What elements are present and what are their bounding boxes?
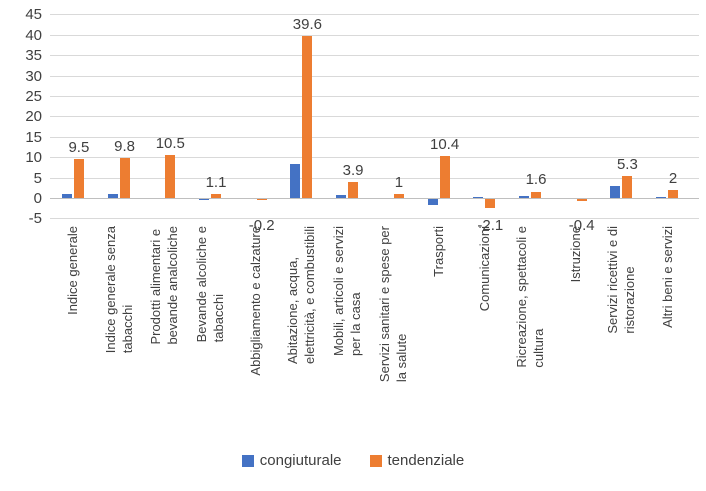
- category-cell-10: Ricreazione, spettacoli e cultura: [507, 226, 553, 454]
- data-label-12: 5.3: [616, 156, 638, 174]
- category-label: Bevande alcoliche e tabacchi: [193, 226, 226, 343]
- bar-tendenziale-2: [165, 155, 176, 198]
- category-cell-7: Servizi sanitari e spese per la salute: [370, 226, 416, 454]
- data-label-13: 2: [668, 169, 678, 187]
- x-axis-line: [50, 198, 699, 199]
- y-tick-label: 25: [25, 88, 42, 105]
- bar-congiuturale-10: [519, 196, 529, 198]
- category-cell-0: Indice generale: [50, 226, 96, 454]
- category-label: Abbigliamento e calzature: [248, 226, 264, 376]
- legend-label: congiuturale: [259, 452, 342, 469]
- legend-swatch-icon: [369, 454, 382, 467]
- y-tick-label: 20: [25, 108, 42, 126]
- bar-tendenziale-0: [73, 159, 84, 198]
- category-cell-2: Prodotti alimentari e bevande analcolich…: [141, 226, 187, 454]
- category-label: Comunicazioni: [476, 226, 492, 312]
- bar-tendenziale-8: [439, 155, 450, 198]
- bar-tendenziale-12: [622, 176, 633, 198]
- data-label-4: -0.2: [248, 217, 275, 234]
- y-tick-label: 5: [33, 169, 42, 187]
- bar-tendenziale-9: [485, 199, 496, 208]
- bar-congiuturale-8: [427, 199, 438, 206]
- bar-congiuturale-5: [290, 163, 301, 198]
- category-label: Istruzione: [568, 226, 584, 283]
- data-label-1: 9.8: [114, 138, 136, 156]
- category-cell-5: Abitazione, acqua, elettricità, e combus…: [279, 226, 325, 454]
- gridline: [50, 116, 699, 118]
- category-cell-13: Altri beni e servizi: [644, 226, 690, 454]
- category-cell-12: Servizi ricettivi e di ristorazione: [599, 226, 645, 454]
- category-label: Prodotti alimentari e bevande analcolich…: [148, 226, 181, 345]
- bar-tendenziale-13: [668, 189, 679, 198]
- gridline: [50, 136, 699, 138]
- bar-congiuturale-0: [61, 193, 72, 198]
- category-cell-1: Indice generale senza tabacchi: [96, 226, 142, 454]
- category-cell-11: Istruzione: [553, 226, 599, 454]
- gridline: [50, 157, 699, 159]
- gridline: [50, 218, 699, 220]
- gridline: [50, 177, 699, 179]
- y-tick-label: 35: [25, 47, 42, 65]
- bar-congiuturale-9: [473, 197, 484, 198]
- gridline: [50, 55, 699, 57]
- category-label: Abitazione, acqua, elettricità, e combus…: [285, 226, 318, 364]
- bar-congiuturale-12: [610, 186, 621, 198]
- category-cell-8: Trasporti: [416, 226, 462, 454]
- category-label: Ricreazione, spettacoli e cultura: [513, 226, 546, 368]
- category-cell-9: Comunicazioni: [461, 226, 507, 454]
- y-tick-label: 40: [25, 26, 42, 44]
- category-label: Indice generale senza tabacchi: [102, 226, 135, 354]
- legend-item-tendenziale: tendenziale: [369, 452, 465, 469]
- category-cell-6: Mobili, articoli e servizi per la casa: [324, 226, 370, 454]
- legend: congiuturale tendenziale: [0, 452, 706, 469]
- data-label-8: 10.4: [429, 135, 460, 153]
- bar-congiuturale-3: [199, 199, 209, 200]
- category-label: Servizi sanitari e spese per la salute: [376, 226, 409, 383]
- data-label-0: 9.5: [68, 139, 90, 157]
- bar-congiuturale-13: [656, 197, 667, 198]
- bar-congiuturale-1: [107, 193, 118, 198]
- gridline: [50, 96, 699, 97]
- bar-tendenziale-6: [348, 182, 359, 198]
- gridline: [50, 34, 699, 36]
- legend-label: tendenziale: [387, 452, 465, 469]
- category-label: Trasporti: [431, 226, 447, 277]
- gridline: [50, 14, 699, 16]
- y-tick-label: 45: [25, 6, 42, 24]
- data-label-10: 1.6: [525, 171, 547, 189]
- category-label: Altri beni e servizi: [659, 226, 675, 328]
- bar-tendenziale-3: [211, 193, 221, 198]
- data-label-9: -2.1: [477, 217, 504, 234]
- category-cell-4: Abbigliamento e calzature: [233, 226, 279, 454]
- bar-tendenziale-4: [256, 199, 267, 200]
- category-cell-3: Bevande alcoliche e tabacchi: [187, 226, 233, 454]
- bar-congiuturale-6: [336, 195, 347, 198]
- y-tick-label: 15: [25, 128, 42, 146]
- legend-item-congiuturale: congiuturale: [241, 452, 342, 469]
- bar-tendenziale-5: [302, 36, 313, 198]
- category-label: Servizi ricettivi e di ristorazione: [605, 226, 638, 334]
- data-label-11: -0.4: [568, 217, 595, 234]
- data-label-6: 3.9: [342, 162, 364, 180]
- category-label: Mobili, articoli e servizi per la casa: [331, 226, 364, 357]
- y-tick-label: -5: [28, 210, 42, 228]
- category-label: Indice generale: [65, 226, 81, 315]
- gridline: [50, 75, 699, 77]
- legend-swatch-icon: [241, 454, 254, 467]
- bar-tendenziale-7: [393, 193, 404, 198]
- y-tick-label: 10: [25, 149, 42, 167]
- data-label-3: 1.1: [205, 173, 227, 191]
- data-label-7: 1: [394, 173, 404, 191]
- bar-tendenziale-10: [531, 191, 541, 198]
- bar-tendenziale-1: [119, 158, 130, 198]
- y-tick-label: 30: [25, 67, 42, 85]
- bar-tendenziale-11: [576, 199, 587, 201]
- y-tick-label: 0: [33, 190, 42, 207]
- data-label-5: 39.6: [292, 16, 322, 34]
- data-label-2: 10.5: [155, 135, 185, 153]
